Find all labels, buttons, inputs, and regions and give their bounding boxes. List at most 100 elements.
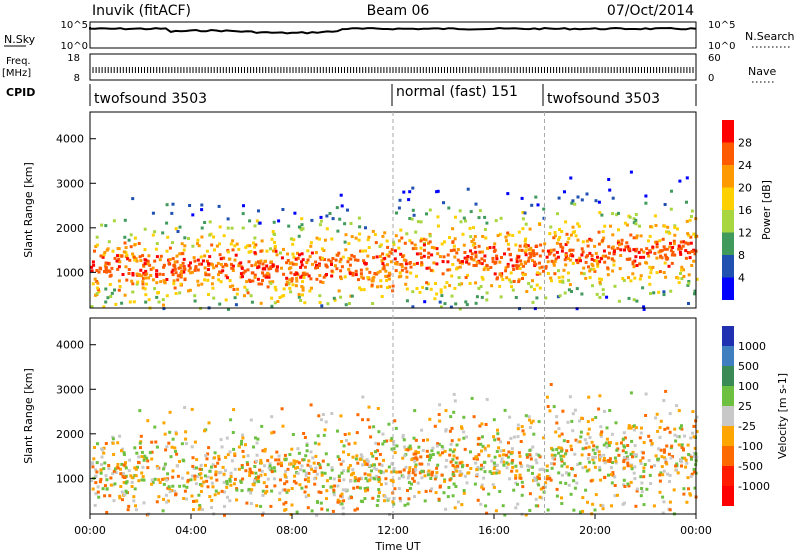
heatmap-cell bbox=[348, 263, 352, 267]
heatmap-cell bbox=[235, 292, 239, 296]
heatmap-cell bbox=[318, 294, 322, 298]
heatmap-cell bbox=[124, 251, 128, 255]
heatmap-cell bbox=[132, 495, 136, 499]
heatmap-cell bbox=[502, 460, 506, 464]
heatmap-cell bbox=[533, 307, 537, 311]
heatmap-cell bbox=[495, 463, 499, 467]
heatmap-cell bbox=[165, 500, 169, 504]
heatmap-cell bbox=[593, 452, 597, 455]
heatmap-cell bbox=[199, 262, 203, 266]
heatmap-cell bbox=[535, 452, 539, 456]
heatmap-cell bbox=[213, 456, 217, 460]
heatmap-cell bbox=[95, 235, 99, 239]
heatmap-cell bbox=[142, 501, 146, 505]
heatmap-cell bbox=[429, 268, 433, 272]
heatmap-cell bbox=[397, 206, 401, 210]
heatmap-cell bbox=[483, 266, 487, 270]
heatmap-cell bbox=[425, 287, 429, 291]
heatmap-cell bbox=[186, 478, 190, 482]
heatmap-cell bbox=[648, 282, 652, 286]
heatmap-cell bbox=[421, 285, 425, 289]
heatmap-cell bbox=[165, 445, 169, 449]
heatmap-cell bbox=[587, 468, 591, 472]
heatmap-cell bbox=[399, 252, 403, 256]
heatmap-cell bbox=[592, 444, 596, 448]
heatmap-cell bbox=[141, 254, 145, 258]
heatmap-cell bbox=[424, 238, 428, 242]
heatmap-cell bbox=[99, 267, 103, 271]
heatmap-cell bbox=[545, 255, 549, 259]
heatmap-cell bbox=[686, 232, 690, 236]
heatmap-cell bbox=[465, 435, 468, 439]
heatmap-cell bbox=[491, 483, 495, 487]
heatmap-cell bbox=[294, 262, 298, 266]
heatmap-cell bbox=[383, 256, 387, 260]
heatmap-cell bbox=[330, 269, 334, 273]
heatmap-cell bbox=[187, 289, 190, 293]
heatmap-cell bbox=[342, 469, 346, 473]
heatmap-cell bbox=[413, 409, 417, 413]
heatmap-cell bbox=[142, 458, 146, 462]
heatmap-cell bbox=[472, 264, 476, 267]
heatmap-cell bbox=[266, 271, 270, 275]
heatmap-cell bbox=[642, 441, 646, 444]
heatmap-cell bbox=[208, 233, 212, 237]
heatmap-cell bbox=[292, 238, 296, 242]
heatmap-cell bbox=[657, 447, 661, 451]
heatmap-cell bbox=[351, 455, 355, 459]
heatmap-cell bbox=[685, 219, 689, 223]
heatmap-cell bbox=[373, 463, 376, 467]
heatmap-cell bbox=[524, 513, 528, 517]
heatmap-cell bbox=[588, 276, 592, 280]
heatmap-cell bbox=[535, 461, 539, 465]
heatmap-cell bbox=[439, 288, 443, 292]
heatmap-cell bbox=[237, 264, 241, 268]
heatmap-cell bbox=[608, 457, 612, 461]
heatmap-cell bbox=[430, 487, 434, 491]
heatmap-cell bbox=[386, 286, 389, 290]
heatmap-cell bbox=[231, 239, 235, 243]
heatmap-cell bbox=[493, 272, 497, 276]
heatmap-cell bbox=[436, 442, 440, 446]
heatmap-cell bbox=[469, 210, 473, 214]
heatmap-cell bbox=[557, 471, 561, 475]
heatmap-cell bbox=[297, 295, 301, 299]
heatmap-cell bbox=[412, 436, 416, 440]
heatmap-cell bbox=[153, 287, 157, 291]
heatmap-cell bbox=[113, 288, 116, 292]
heatmap-cell bbox=[664, 389, 668, 393]
heatmap-cell bbox=[205, 457, 209, 461]
heatmap-cell bbox=[196, 238, 200, 242]
heatmap-cell bbox=[200, 226, 204, 230]
heatmap-cell bbox=[347, 496, 351, 500]
heatmap-cell bbox=[155, 281, 159, 285]
heatmap-cell bbox=[135, 282, 139, 286]
heatmap-cell bbox=[309, 277, 313, 281]
heatmap-cell bbox=[415, 252, 419, 256]
heatmap-cell bbox=[335, 267, 339, 271]
heatmap-cell bbox=[627, 426, 631, 430]
heatmap-cell bbox=[662, 290, 666, 294]
heatmap-cell bbox=[357, 477, 361, 481]
heatmap-cell bbox=[655, 412, 659, 416]
heatmap-cell bbox=[346, 260, 350, 264]
heatmap-cell bbox=[114, 467, 117, 471]
heatmap-cell bbox=[552, 462, 556, 466]
heatmap-cell bbox=[395, 211, 398, 215]
heatmap-cell bbox=[460, 426, 464, 430]
heatmap-cell bbox=[403, 445, 407, 449]
heatmap-cell bbox=[247, 250, 251, 254]
heatmap-cell bbox=[255, 504, 259, 508]
heatmap-cell bbox=[555, 494, 559, 498]
heatmap-cell bbox=[476, 498, 480, 502]
heatmap-cell bbox=[386, 263, 389, 267]
heatmap-cell bbox=[207, 293, 210, 296]
heatmap-cell bbox=[196, 279, 200, 283]
heatmap-cell bbox=[569, 444, 573, 448]
heatmap-cell bbox=[283, 508, 287, 512]
heatmap-cell bbox=[575, 258, 579, 262]
heatmap-cell bbox=[558, 279, 562, 283]
heatmap-cell bbox=[317, 490, 321, 494]
heatmap-cell bbox=[339, 277, 343, 281]
heatmap-cell bbox=[692, 232, 696, 236]
